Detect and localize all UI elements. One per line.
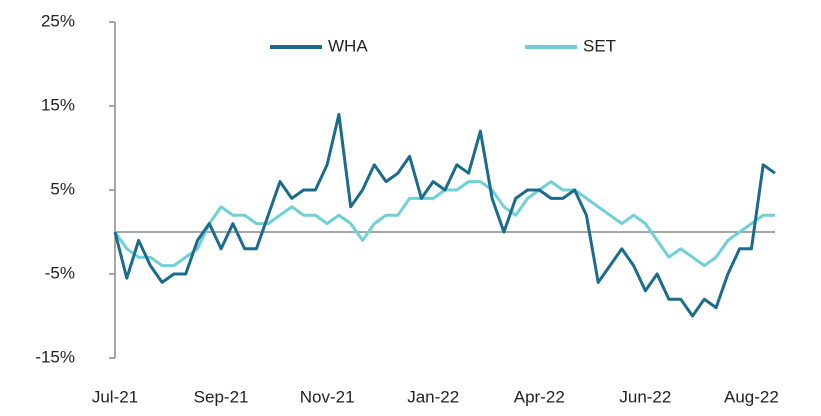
y-tick-label: 25% (41, 11, 75, 30)
series-line (113, 112, 776, 318)
x-tick-label: Sep-21 (194, 387, 249, 406)
x-tick-label: Jun-22 (619, 387, 671, 406)
y-tick-label: 5% (50, 179, 75, 198)
series-line (113, 180, 775, 268)
x-tick-label: Nov-21 (300, 387, 355, 406)
y-tick-label: 15% (41, 95, 75, 114)
legend-label: SET (583, 36, 616, 55)
y-tick-label: -15% (35, 347, 75, 366)
legend-label: WHA (328, 36, 368, 55)
x-tick-label: Apr-22 (514, 387, 565, 406)
y-tick-label: -5% (45, 263, 75, 282)
x-tick-label: Jan-22 (407, 387, 459, 406)
x-tick-label: Aug-22 (724, 387, 779, 406)
x-tick-label: Jul-21 (92, 387, 138, 406)
